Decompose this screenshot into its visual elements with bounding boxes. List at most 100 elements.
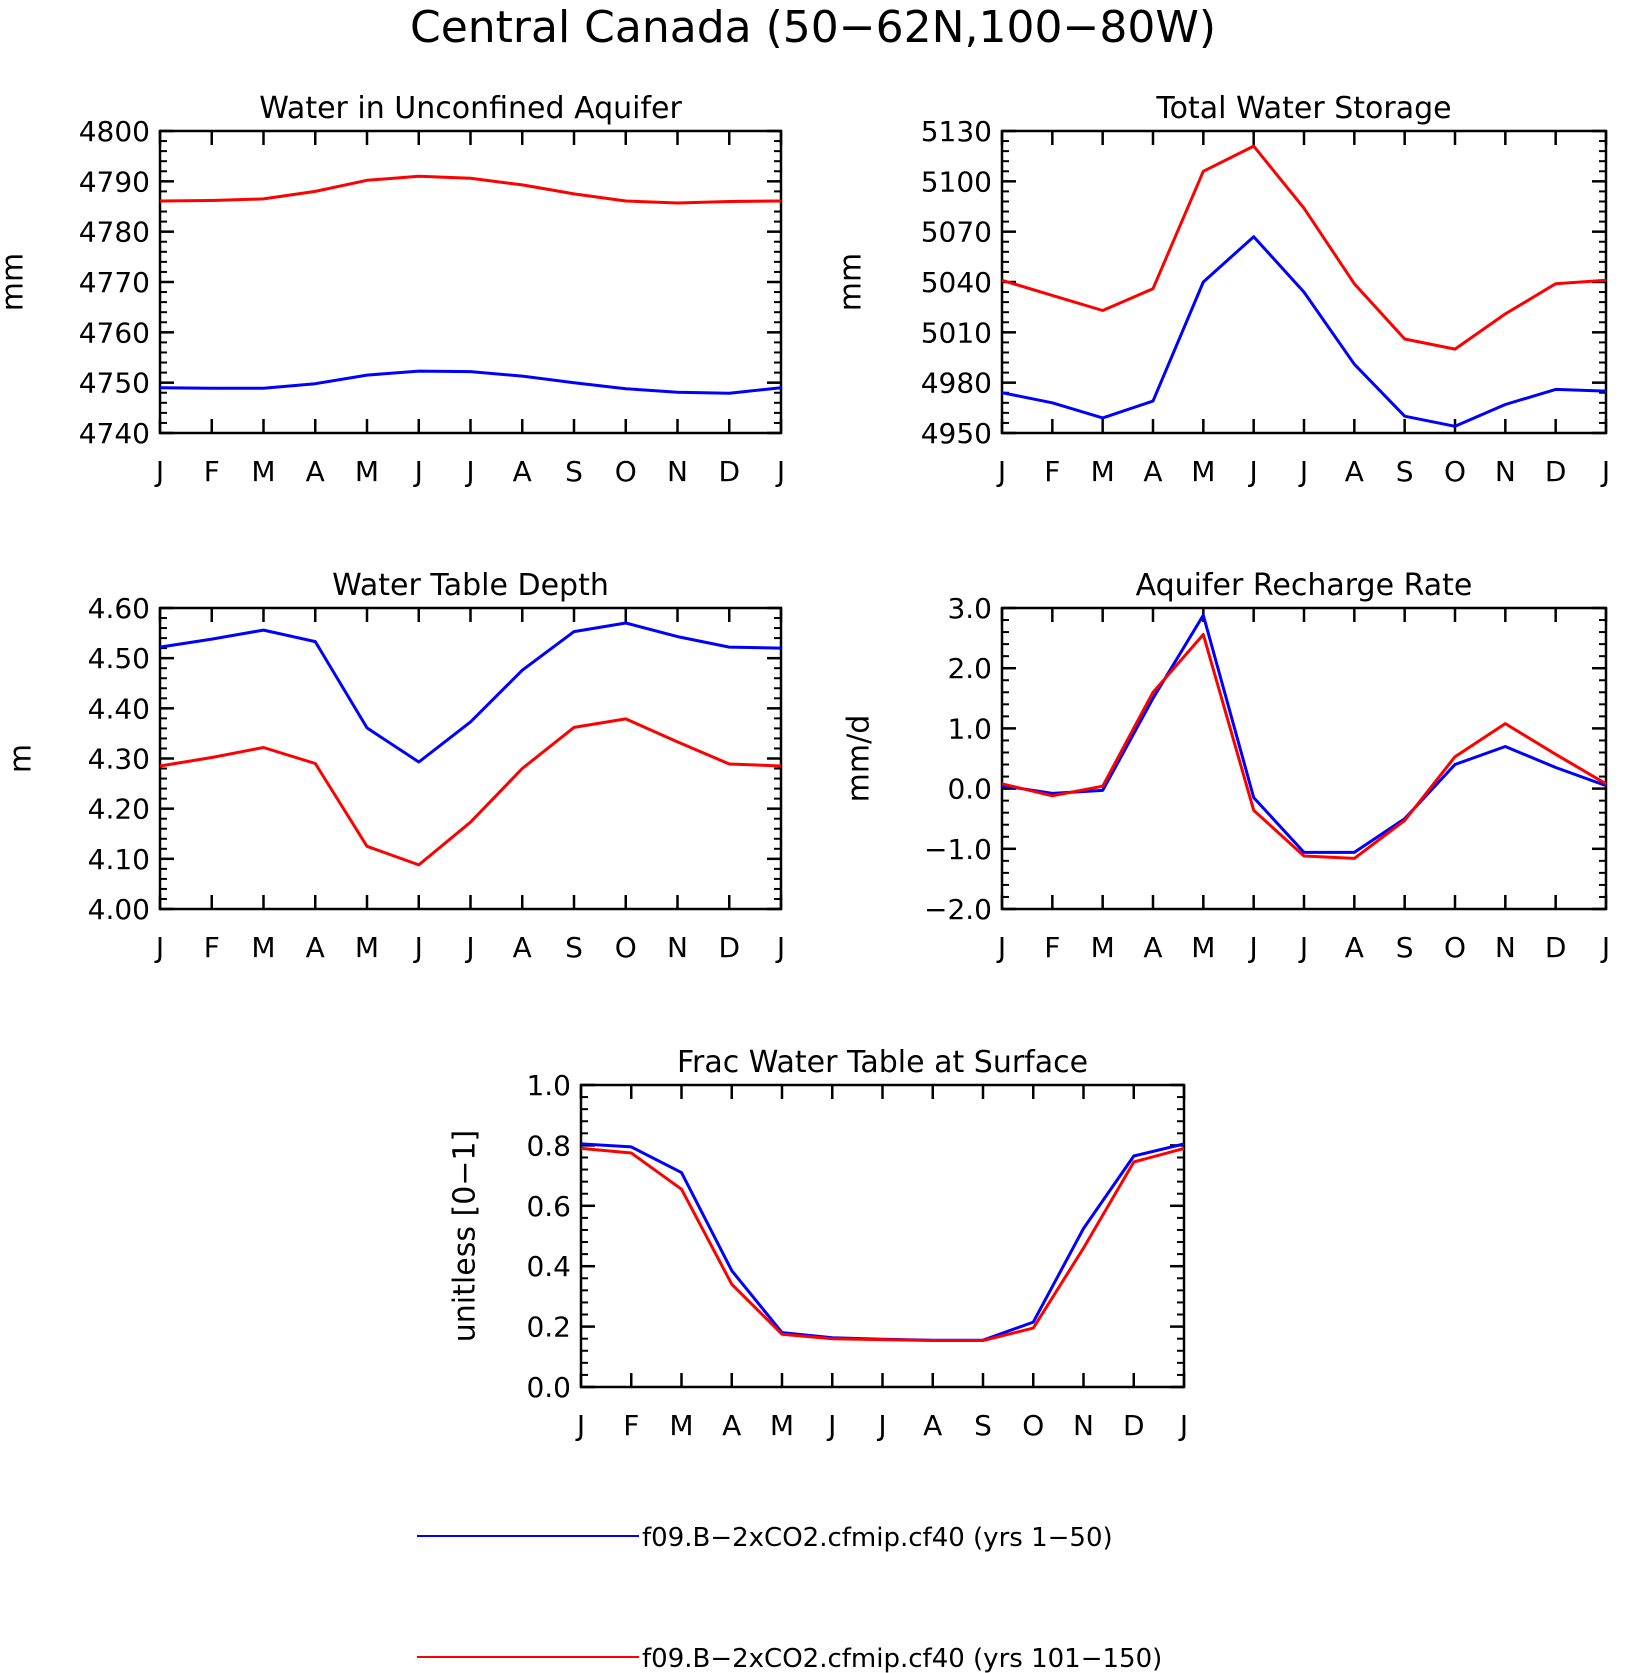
y-tick-label: 1.0 (526, 1069, 571, 1102)
y-axis-label: mm/d (842, 715, 877, 803)
x-tick-label: J (154, 455, 164, 488)
series-line-2 (159, 174, 782, 205)
x-tick-label: S (974, 1409, 992, 1442)
y-tick-label: 4980 (921, 367, 992, 400)
y-tick-label: 5130 (921, 115, 992, 148)
y-tick-label: 4750 (79, 367, 150, 400)
x-tick-label: M (251, 455, 275, 488)
y-tick-label: 5040 (921, 266, 992, 299)
x-tick-label: J (775, 931, 785, 964)
y-tick-label: 4790 (79, 165, 150, 198)
y-tick-label: 4760 (79, 316, 150, 349)
y-tick-label: −2.0 (924, 893, 992, 926)
y-tick-label: 4.10 (88, 843, 150, 876)
chart-panel-5: Frac Water Table at Surface unitless [0−1… (448, 1045, 1189, 1442)
x-tick-label: M (1091, 455, 1115, 488)
y-axis-label: m (4, 744, 39, 773)
x-tick-label: A (1345, 455, 1364, 488)
legend-label-2: f09.B−2xCO2.cfmip.cf40 (yrs 101−150) (642, 1644, 1162, 1673)
panel-title: Water in Unconfined Aquifer (259, 91, 682, 126)
plot-frame (1000, 606, 1608, 911)
x-tick-label: J (1248, 931, 1258, 964)
y-tick-label: 4.20 (88, 793, 150, 826)
x-tick-label: F (1044, 931, 1060, 964)
x-tick-label: M (355, 931, 379, 964)
y-tick-label: 4.60 (88, 592, 150, 625)
x-tick-label: O (1444, 455, 1466, 488)
y-tick-label: 2.0 (947, 652, 992, 685)
series-line-1 (580, 1142, 1185, 1342)
x-tick-label: N (1495, 455, 1516, 488)
y-axis-label: unitless [0−1] (448, 1130, 483, 1342)
series-line-2 (1001, 144, 1607, 351)
x-tick-label: S (1396, 455, 1414, 488)
y-tick-label: 0.8 (526, 1129, 571, 1162)
plot-frame (1000, 129, 1608, 435)
x-tick-label: A (1143, 931, 1162, 964)
y-tick-label: 4800 (79, 115, 150, 148)
legend-label-1: f09.B−2xCO2.cfmip.cf40 (yrs 1−50) (642, 1523, 1113, 1553)
x-tick-label: J (1248, 455, 1258, 488)
x-tick-label: M (1191, 455, 1215, 488)
x-tick-label: A (1143, 455, 1162, 488)
x-tick-label: J (996, 931, 1006, 964)
y-tick-label: 0.4 (526, 1250, 571, 1283)
y-tick-label: 4770 (79, 266, 150, 299)
y-tick-label: 4.00 (88, 893, 150, 926)
x-tick-label: F (204, 455, 220, 488)
x-tick-label: D (718, 455, 740, 488)
x-tick-label: J (876, 1409, 886, 1442)
y-tick-label: 5010 (921, 316, 992, 349)
panel-title: Aquifer Recharge Rate (1136, 568, 1473, 603)
x-tick-label: J (413, 931, 423, 964)
figure-title: Central Canada (50−62N,100−80W) (410, 2, 1216, 53)
series-line-2 (1001, 633, 1607, 860)
legend: f09.B−2xCO2.cfmip.cf40 (yrs 1−50) f09.B−2… (417, 1523, 1162, 1673)
x-tick-label: F (1044, 455, 1060, 488)
x-tick-label: M (355, 455, 379, 488)
x-tick-label: S (565, 455, 583, 488)
x-tick-label: J (1178, 1409, 1188, 1442)
x-tick-label: M (251, 931, 275, 964)
series-line-1 (1001, 235, 1607, 428)
x-tick-label: J (464, 931, 474, 964)
y-tick-label: 0.0 (947, 773, 992, 806)
x-tick-label: O (1022, 1409, 1044, 1442)
series-line-1 (159, 369, 782, 395)
series-line-2 (159, 717, 782, 867)
x-tick-label: J (1600, 455, 1610, 488)
x-tick-label: J (1600, 931, 1610, 964)
y-axis-label: mm (834, 253, 869, 311)
y-tick-label: 0.2 (526, 1311, 571, 1344)
panel-title: Water Table Depth (332, 568, 609, 603)
x-tick-label: A (1345, 931, 1364, 964)
x-tick-label: J (1298, 455, 1308, 488)
x-tick-label: J (413, 455, 423, 488)
x-tick-label: J (464, 455, 474, 488)
x-tick-label: D (718, 931, 740, 964)
x-tick-label: J (575, 1409, 585, 1442)
y-tick-label: 4740 (79, 417, 150, 450)
y-tick-label: 4.40 (88, 692, 150, 725)
y-tick-label: 4780 (79, 216, 150, 249)
x-tick-label: J (826, 1409, 836, 1442)
y-tick-label: 4.30 (88, 743, 150, 776)
x-tick-label: F (623, 1409, 639, 1442)
plot-frame (579, 1083, 1186, 1389)
x-tick-label: A (306, 931, 325, 964)
x-tick-label: J (1298, 931, 1308, 964)
x-tick-label: N (1495, 931, 1516, 964)
y-tick-label: 5100 (921, 165, 992, 198)
plot-frame (158, 606, 783, 911)
x-tick-label: A (513, 455, 532, 488)
x-tick-label: A (923, 1409, 942, 1442)
y-tick-label: 0.0 (526, 1371, 571, 1404)
x-tick-label: J (996, 455, 1006, 488)
x-tick-label: O (615, 455, 637, 488)
x-tick-label: D (1123, 1409, 1145, 1442)
y-tick-label: 0.6 (526, 1190, 571, 1223)
